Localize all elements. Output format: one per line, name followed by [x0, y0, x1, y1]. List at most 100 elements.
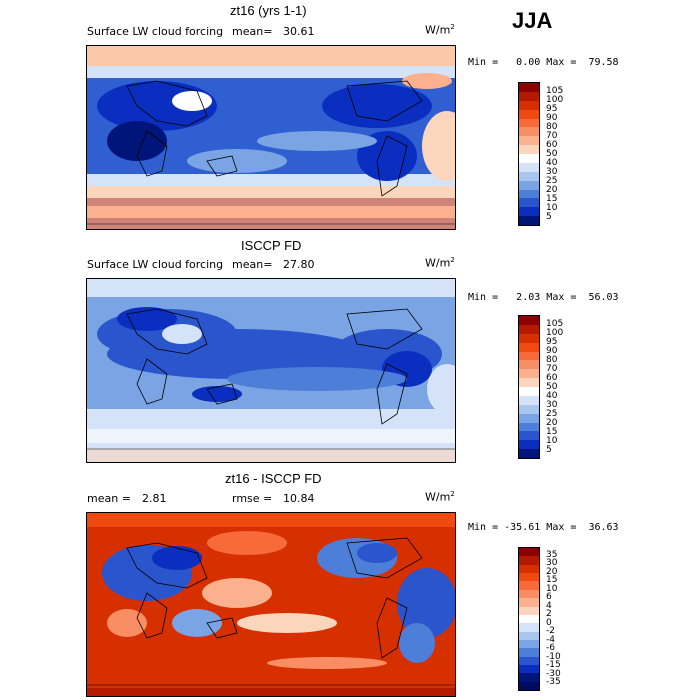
colorbar-swatch: [519, 127, 539, 137]
colorbar-tick-label: 70: [546, 130, 558, 141]
colorbar-tick-label: 10: [546, 435, 558, 446]
panel-2-units: W/m2: [425, 256, 455, 270]
colorbar-tick-label: 5: [546, 211, 552, 222]
colorbar-swatch: [519, 431, 539, 441]
colorbar-swatch: [519, 598, 539, 607]
panel-1-range: Min = 0.00 Max = 79.58: [468, 57, 619, 68]
colorbar-tick-label: 100: [546, 94, 564, 105]
colorbar-swatch: [519, 556, 539, 565]
colorbar-swatch: [519, 665, 539, 674]
panel-3-units: W/m2: [425, 490, 455, 504]
colorbar-tick-label: 30: [546, 399, 558, 410]
colorbar-tick-label: 20: [546, 417, 558, 428]
colorbar-swatch: [519, 109, 539, 119]
colorbar-tick-label: -35: [546, 677, 561, 688]
colorbar-swatch: [519, 378, 539, 387]
season-label: JJA: [512, 8, 553, 33]
panel-1-mean-value: 30.61: [283, 25, 315, 38]
colorbar-tick-label: 35: [546, 549, 558, 560]
colorbar-swatch: [519, 564, 539, 574]
colorbar-tick-label: -30: [546, 668, 561, 679]
panel-3-title: zt16 - ISCCP FD: [225, 471, 322, 486]
colorbar-swatch: [519, 404, 539, 414]
colorbar-swatch: [519, 623, 539, 632]
colorbar-swatch: [519, 639, 539, 649]
colorbar-tick-label: 95: [546, 336, 558, 347]
panel-1-units: W/m2: [425, 23, 455, 37]
colorbar-swatch: [519, 154, 539, 163]
colorbar-tick-label: 50: [546, 381, 558, 392]
colorbar-swatch: [519, 440, 539, 450]
colorbar-swatch: [519, 413, 539, 423]
colorbar-swatch: [519, 83, 539, 92]
colorbar-tick-label: 40: [546, 390, 558, 401]
colorbar-tick-label: 20: [546, 184, 558, 195]
colorbar-tick-label: -2: [546, 626, 555, 637]
panel-2-variable-label: Surface LW cloud forcing: [87, 258, 224, 271]
colorbar-tick-label: 5: [546, 444, 552, 455]
panel-1-map: [86, 45, 456, 230]
colorbar-tick-label: 10: [546, 583, 558, 594]
colorbar-tick-label: -6: [546, 643, 555, 654]
colorbar-swatch: [519, 333, 539, 343]
colorbar-swatch: [519, 198, 539, 208]
colorbar-tick-label: 60: [546, 372, 558, 383]
colorbar-tick-label: 50: [546, 148, 558, 159]
colorbar-swatch: [519, 548, 539, 557]
colorbar-tick-label: 30: [546, 166, 558, 177]
colorbar-swatch: [519, 614, 539, 624]
colorbar-swatch: [519, 171, 539, 181]
colorbar-swatch: [519, 100, 539, 110]
colorbar-tick-label: 60: [546, 139, 558, 150]
colorbar-swatch: [519, 681, 539, 691]
colorbar-tick-label: 10: [546, 202, 558, 213]
colorbar-swatch: [519, 351, 539, 361]
panel-2-map: [86, 278, 456, 463]
colorbar-tick-label: 15: [546, 193, 558, 204]
colorbar-tick-label: -10: [546, 651, 561, 662]
colorbar-tick-label: 2: [546, 609, 552, 620]
colorbar-swatch: [519, 145, 539, 154]
colorbar-tick-label: 100: [546, 327, 564, 338]
colorbar-swatch: [519, 316, 539, 325]
colorbar-tick-label: 80: [546, 354, 558, 365]
colorbar-swatch: [519, 631, 539, 640]
panel-2-range: Min = 2.03 Max = 56.03: [468, 292, 619, 303]
colorbar-swatch: [519, 216, 539, 225]
panel-2-colorbar-ticks: 105 100 95 90 80 70 60 50 40 30 25 20 15 10 5: [546, 315, 586, 459]
colorbar-swatch: [519, 395, 539, 405]
colorbar-tick-label: 15: [546, 426, 558, 437]
colorbar-swatch: [519, 581, 539, 590]
panel-1-colorbar: [518, 82, 540, 226]
panel-3-mean-label: mean =: [87, 492, 131, 505]
colorbar-swatch: [519, 648, 539, 657]
panel-3-colorbar-ticks: 35 30 20 15 10 6 4 2 0 -2 -4 -6 -10 -15 -30 -35: [546, 547, 586, 691]
panel-2-title: ISCCP FD: [241, 238, 302, 253]
colorbar-tick-label: 70: [546, 363, 558, 374]
panel-3-colorbar: [518, 547, 540, 691]
panel-3-rmse-label: rmse =: [232, 492, 273, 505]
colorbar-tick-label: 20: [546, 566, 558, 577]
colorbar-swatch: [519, 180, 539, 190]
colorbar-tick-label: 80: [546, 121, 558, 132]
panel-1-mean-label: mean=: [232, 25, 273, 38]
colorbar-swatch: [519, 589, 539, 599]
colorbar-tick-label: 6: [546, 592, 552, 603]
colorbar-swatch: [519, 189, 539, 199]
panel-2-mean-label: mean=: [232, 258, 273, 271]
colorbar-swatch: [519, 573, 539, 582]
panel-3-rmse-value: 10.84: [283, 492, 315, 505]
panel-3-map: [86, 512, 456, 697]
colorbar-tick-label: -4: [546, 634, 555, 645]
colorbar-swatch: [519, 136, 539, 146]
colorbar-tick-label: -15: [546, 660, 561, 671]
panel-3-mean-value: 2.81: [142, 492, 167, 505]
panel-1-variable-label: Surface LW cloud forcing: [87, 25, 224, 38]
colorbar-tick-label: 15: [546, 575, 558, 586]
colorbar-tick-label: 25: [546, 175, 558, 186]
colorbar-swatch: [519, 606, 539, 615]
colorbar-swatch: [519, 656, 539, 666]
panel-2-mean-value: 27.80: [283, 258, 315, 271]
colorbar-swatch: [519, 673, 539, 682]
colorbar-tick-label: 90: [546, 112, 558, 123]
